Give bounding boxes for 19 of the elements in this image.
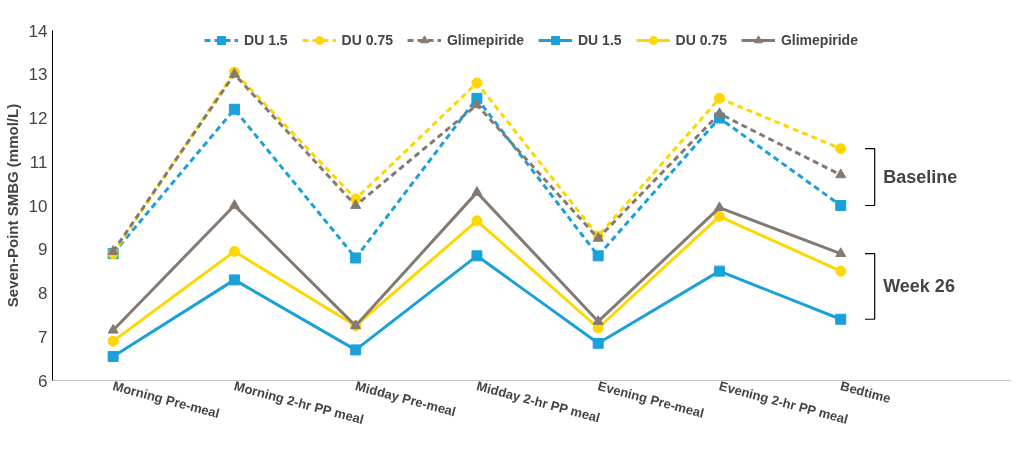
annotation: Week 26 [883, 276, 955, 297]
y-axis-title: Seven-Point SMBG (mmol/L) [3, 103, 21, 308]
y-tick-label: 7 [38, 327, 48, 347]
y-tick-label: 13 [28, 65, 48, 85]
y-tick-label: 10 [28, 196, 48, 216]
annotation: Baseline [883, 167, 958, 188]
legend-label: DU 0.75 [341, 32, 393, 48]
legend-label: DU 1.5 [578, 32, 622, 48]
y-tick-label: 9 [38, 240, 48, 260]
legend-label: DU 0.75 [675, 32, 727, 48]
y-tick-label: 14 [28, 21, 48, 41]
legend-label: DU 1.5 [244, 32, 288, 48]
y-tick-label: 12 [28, 109, 48, 128]
y-tick-label: 11 [29, 152, 48, 172]
y-tick-label: 6 [38, 371, 48, 391]
legend-label: Glimepiride [780, 32, 858, 48]
legend-label: Glimepiride [446, 32, 524, 48]
y-tick-label: 8 [38, 284, 48, 303]
x-tick-label: Bedtime [838, 378, 893, 406]
